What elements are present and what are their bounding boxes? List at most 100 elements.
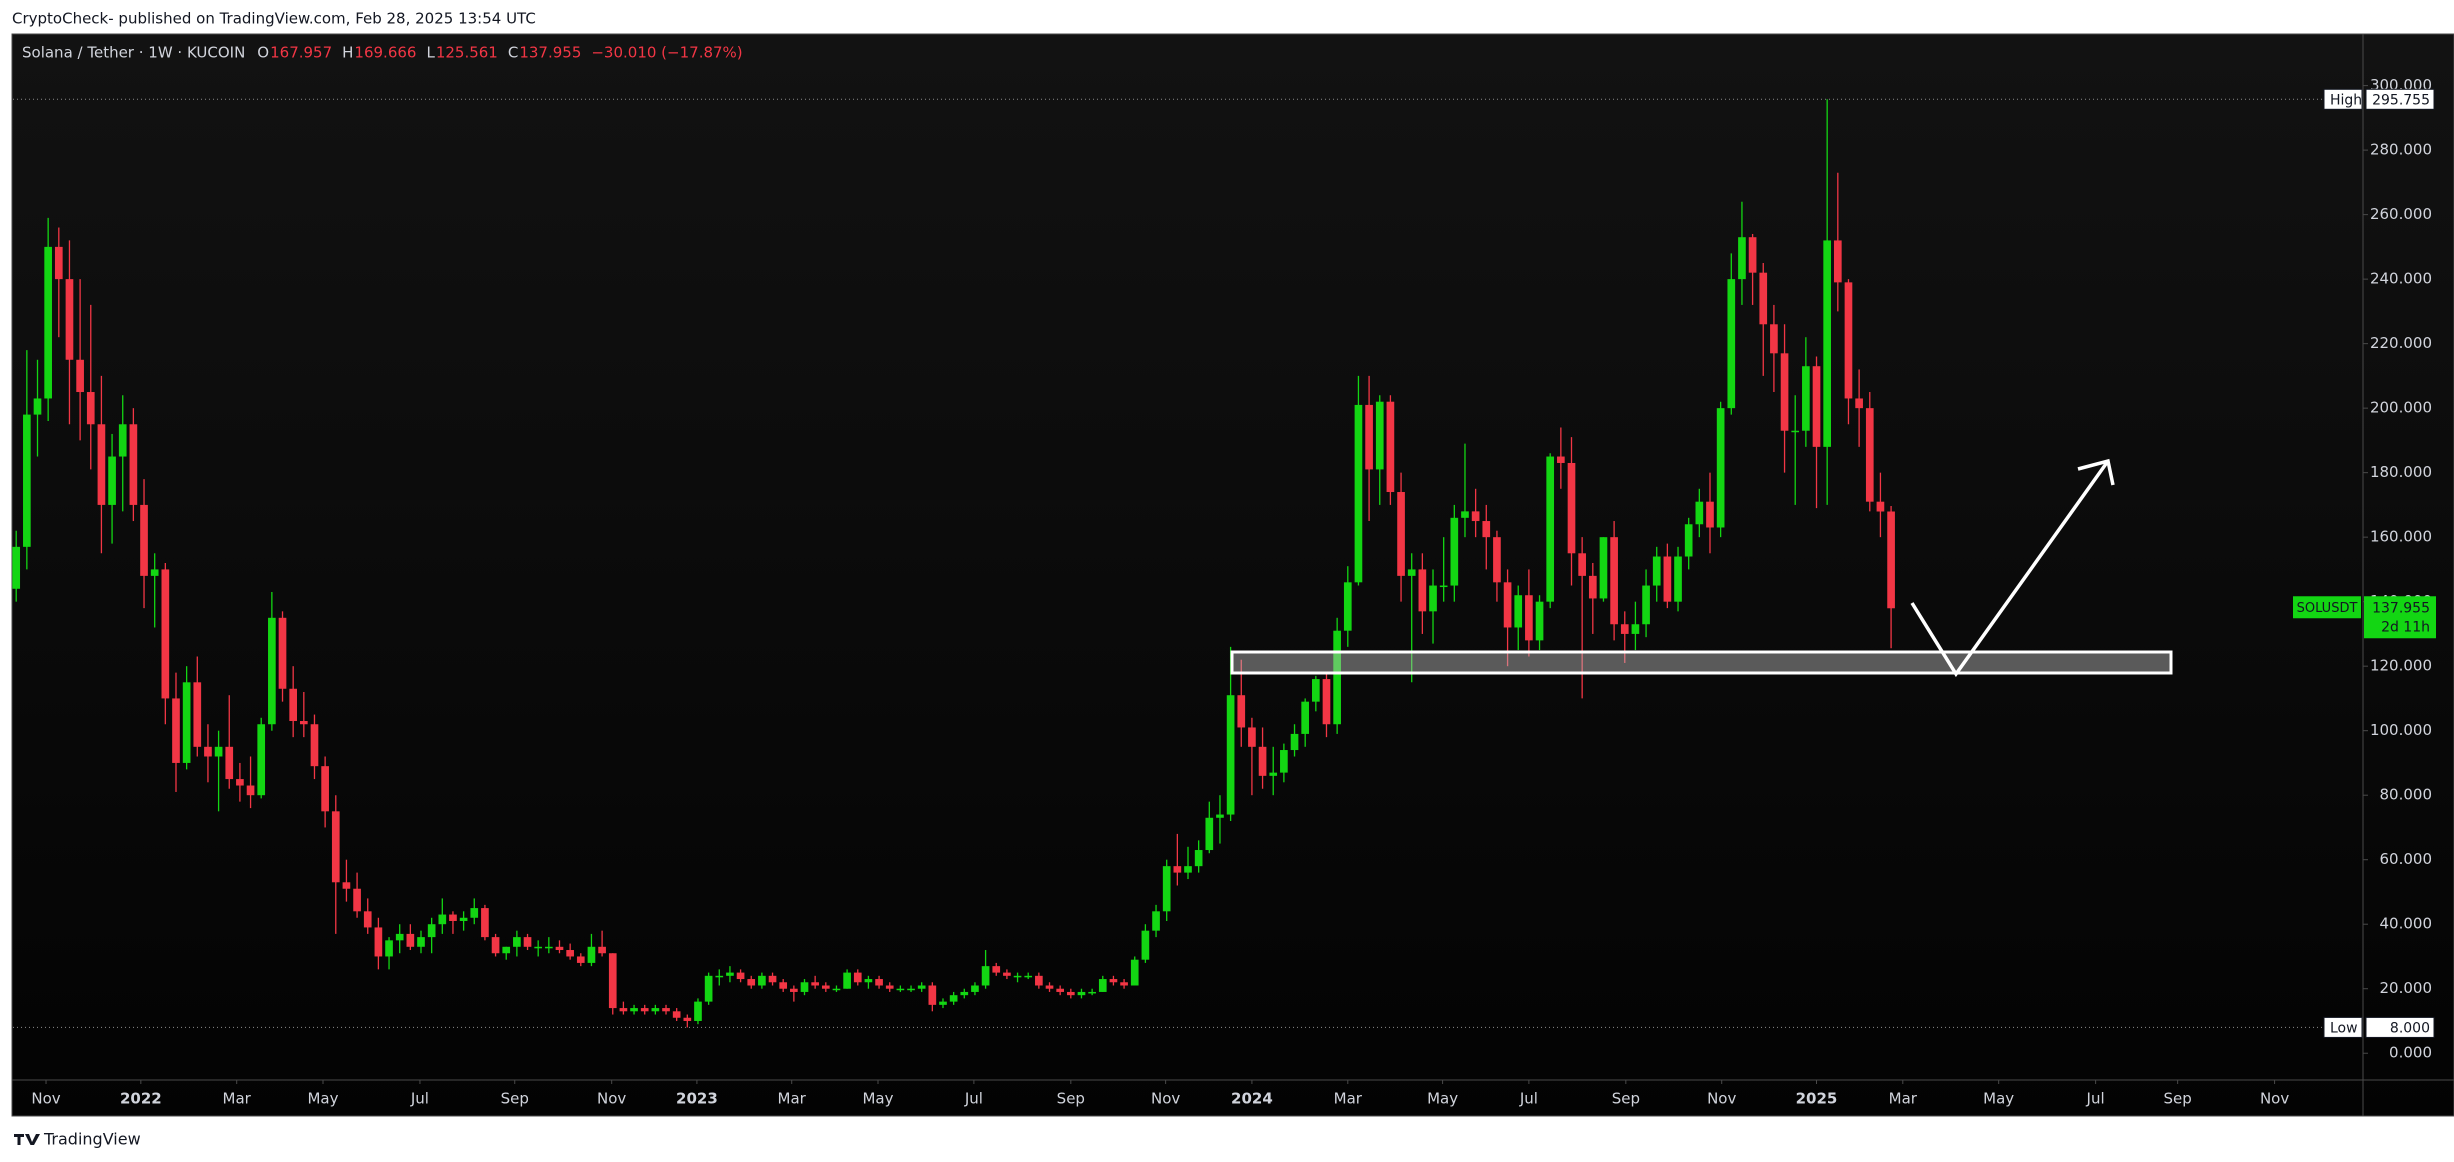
tag-label: High: [2330, 92, 2362, 108]
candle-body: [193, 682, 202, 747]
candle-body: [268, 617, 276, 725]
candle-body: [1695, 501, 1704, 525]
candle-body: [672, 1011, 681, 1018]
candle-body: [1248, 727, 1256, 747]
candle-body: [1003, 972, 1011, 976]
candle-body: [1301, 701, 1310, 734]
candle-body: [1120, 982, 1128, 986]
candle-body: [246, 785, 255, 796]
candle-body: [97, 424, 106, 505]
last-symbol-box: [2293, 596, 2361, 619]
candle-body: [1205, 817, 1214, 851]
candle-body: [225, 746, 234, 780]
candle-body: [1226, 695, 1235, 815]
candle-body: [1770, 324, 1778, 354]
candle-body: [832, 988, 841, 991]
x-tick-label: Sep: [501, 1090, 529, 1108]
candle-body: [651, 1008, 660, 1012]
y-tick-label: 100.000: [2370, 721, 2432, 739]
candle-body: [1525, 595, 1533, 641]
x-tick-label: Nov: [1151, 1090, 1180, 1108]
candle-body: [662, 1008, 670, 1012]
arrow-head: [2077, 458, 2115, 486]
x-tick-label: 2023: [676, 1090, 718, 1108]
candle-body: [566, 950, 574, 957]
x-tick-label: Sep: [1612, 1090, 1640, 1108]
x-tick-label: Mar: [778, 1090, 807, 1108]
ohlc-letter: O: [257, 44, 269, 62]
candle-body: [747, 979, 756, 986]
candle-body: [1056, 988, 1065, 992]
x-tick-label: May: [862, 1090, 893, 1108]
candle-body: [481, 908, 489, 938]
candle-body: [1684, 524, 1693, 557]
x-tick-label: May: [1427, 1090, 1458, 1108]
candle-body: [992, 966, 1001, 973]
candle-body: [1077, 991, 1086, 996]
candle-body: [76, 359, 84, 393]
candle-body: [1759, 272, 1768, 325]
candle-body: [1088, 991, 1096, 994]
candle-body: [1184, 866, 1192, 873]
candle-body: [1535, 601, 1544, 641]
x-tick-label: 2022: [120, 1090, 162, 1108]
candle-body: [1578, 553, 1586, 576]
ohlc-value: 137.955: [519, 44, 581, 62]
candle-body: [1823, 240, 1832, 447]
candle-body: [1812, 366, 1821, 447]
x-tick-label: Mar: [223, 1090, 252, 1108]
candle-body: [1066, 991, 1075, 996]
y-tick-label: 160.000: [2370, 528, 2432, 546]
y-tick-label: 220.000: [2370, 334, 2432, 352]
candle-body: [1280, 750, 1288, 773]
x-tick-label: Nov: [31, 1090, 60, 1108]
candle-body: [726, 972, 734, 976]
candle-body: [406, 933, 415, 947]
candle-body: [395, 933, 404, 941]
candle-body: [1514, 595, 1523, 628]
candle-body: [1780, 353, 1789, 431]
candle-body: [1173, 866, 1182, 873]
x-tick-label: Sep: [1057, 1090, 1085, 1108]
chart-frame: [11, 33, 2454, 1117]
candle-body: [1493, 537, 1501, 583]
x-tick-label: Nov: [597, 1090, 626, 1108]
candle-body: [555, 946, 564, 951]
tag-value-box: [2365, 1016, 2435, 1038]
candle-body: [1397, 492, 1405, 576]
candle-body: [236, 779, 244, 786]
candle-body: [928, 985, 937, 1005]
candle-body: [1844, 282, 1853, 399]
candle-body: [587, 946, 596, 963]
candle-body: [1258, 746, 1267, 776]
candle-body: [1311, 679, 1320, 702]
candle-body: [374, 927, 383, 957]
candle-body: [1748, 237, 1757, 273]
y-tick-label: 80.000: [2380, 786, 2433, 804]
candle-body: [1663, 556, 1672, 602]
candle-body: [1365, 404, 1373, 470]
candle-body: [1887, 511, 1895, 609]
candle-body: [1674, 556, 1682, 602]
candle-body: [853, 972, 862, 983]
candle-body: [704, 975, 713, 1002]
candle-body: [1439, 585, 1448, 588]
candle-body: [513, 937, 521, 947]
tag-label-box: [2323, 1016, 2363, 1038]
candle-body: [1567, 462, 1576, 554]
candle-body: [161, 569, 170, 699]
candle-body: [470, 908, 479, 918]
candle-body: [44, 246, 52, 399]
candle-body: [1855, 398, 1863, 409]
candle-body: [1599, 537, 1608, 599]
candle-body: [971, 985, 979, 992]
candle-body: [640, 1008, 649, 1012]
candle-body: [885, 985, 894, 989]
y-tick-label: 20.000: [2380, 979, 2433, 997]
last-symbol: SOLUSDT: [2297, 601, 2358, 616]
candle-body: [608, 953, 617, 1009]
candle-body: [331, 811, 340, 883]
candle-body: [118, 424, 127, 457]
